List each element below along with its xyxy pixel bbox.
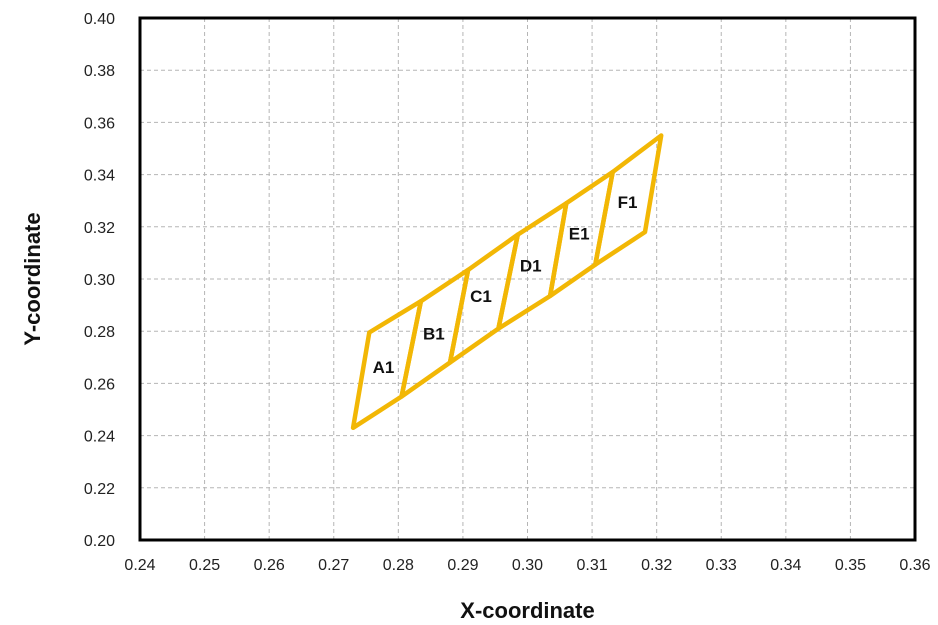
y-tick-label: 0.40 [84,11,115,28]
y-tick-label: 0.38 [84,63,115,80]
plot-frame [138,16,917,542]
x-tick-label: 0.27 [318,557,349,574]
x-tick-label: 0.31 [577,557,608,574]
x-tick-label: 0.28 [383,557,414,574]
y-tick-label: 0.20 [84,533,115,550]
y-tick-label: 0.32 [84,220,115,237]
x-tick-label: 0.32 [641,557,672,574]
regions [350,133,664,431]
x-tick-label: 0.26 [254,557,285,574]
region-label: B1 [423,324,445,343]
x-tick-label: 0.25 [189,557,220,574]
region-label: E1 [569,224,590,243]
x-tick-label: 0.24 [124,557,155,574]
x-axis-ticks: 0.24 0.25 0.26 0.27 0.28 0.29 0.30 0.31 0.32 0.33… [124,557,930,574]
grid-lines [140,18,915,540]
region-label: F1 [618,193,638,212]
region-labels: A1 B1 C1 D1 E1 F1 [373,193,638,377]
region-label: A1 [373,358,395,377]
x-tick-label: 0.33 [706,557,737,574]
x-tick-label: 0.36 [899,557,930,574]
x-axis-title: X-coordinate [460,598,594,623]
region-label: D1 [520,256,542,275]
region-f1-outline [593,133,664,267]
x-tick-label: 0.30 [512,557,543,574]
y-tick-label: 0.34 [84,168,115,185]
y-tick-label: 0.28 [84,324,115,341]
y-axis-ticks: 0.40 0.38 0.36 0.34 0.32 0.30 0.28 0.26 0.24 0.22… [84,11,115,550]
y-axis-title: Y-coordinate [20,212,45,345]
y-tick-label: 0.22 [84,481,115,498]
y-tick-label: 0.26 [84,376,115,393]
x-tick-label: 0.34 [770,557,801,574]
region-label: C1 [470,287,492,306]
x-tick-label: 0.35 [835,557,866,574]
y-tick-label: 0.30 [84,272,115,289]
y-tick-label: 0.24 [84,429,115,446]
x-tick-label: 0.29 [447,557,478,574]
y-tick-label: 0.36 [84,115,115,132]
